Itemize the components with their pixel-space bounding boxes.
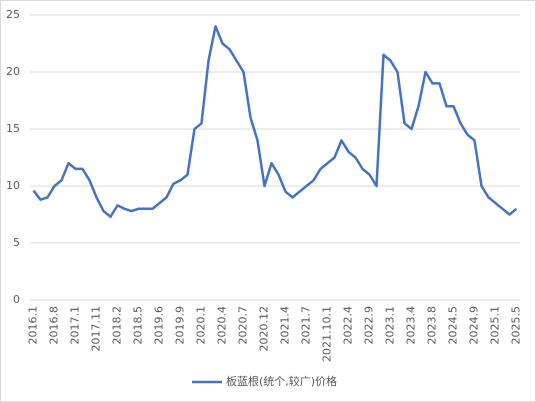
x-tick-label: 2020.1 xyxy=(195,306,208,345)
x-tick-label: 2017.1 xyxy=(69,306,82,345)
y-tick-label: 0 xyxy=(13,293,20,306)
y-tick-label: 10 xyxy=(6,179,20,192)
legend-label: 板蓝根(统个,较广)价格 xyxy=(226,374,337,388)
x-tick-label: 2023.4 xyxy=(405,306,418,345)
x-tick-label: 2018.2 xyxy=(111,306,124,345)
x-tick-label: 2021.10.1 xyxy=(321,306,334,362)
x-tick-label: 2023.1 xyxy=(384,306,397,345)
line-series xyxy=(32,25,518,219)
x-tick-label: 2022.9 xyxy=(363,306,376,345)
x-tick-label: 2020.7 xyxy=(237,306,250,345)
y-tick-label: 25 xyxy=(6,8,20,21)
x-tick-label: 2021.4 xyxy=(279,306,292,345)
x-tick-label: 2024.5 xyxy=(447,306,460,345)
x-tick-label: 2018.5 xyxy=(132,306,145,345)
x-tick-label: 2025.1 xyxy=(489,306,502,345)
x-tick-label: 2019.9 xyxy=(174,306,187,345)
x-tick-label: 2020.4 xyxy=(216,306,229,345)
x-tick-label: 2016.8 xyxy=(48,306,61,345)
x-tick-label: 2021.7 xyxy=(300,306,313,345)
y-tick-label: 15 xyxy=(6,122,20,135)
x-tick-label: 2016.1 xyxy=(27,306,40,345)
x-tick-label: 2024.9 xyxy=(468,306,481,345)
x-tick-label: 2017.11 xyxy=(90,306,103,352)
x-tick-label: 2025.5 xyxy=(510,306,523,345)
y-tick-label: 5 xyxy=(13,236,20,249)
y-tick-label: 20 xyxy=(6,65,20,78)
x-tick-label: 2023.8 xyxy=(426,306,439,345)
x-tick-label: 2022.4 xyxy=(342,306,355,345)
x-tick-label: 2020.12 xyxy=(258,306,271,352)
x-tick-label: 2019.6 xyxy=(153,306,166,345)
